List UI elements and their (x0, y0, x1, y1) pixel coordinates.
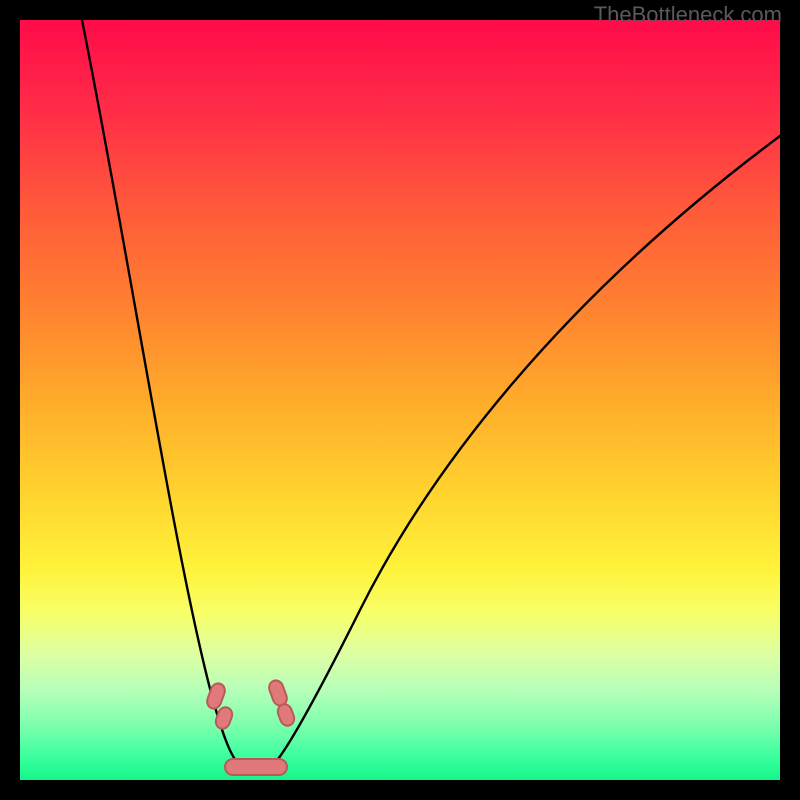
bottleneck-chart (0, 0, 800, 800)
watermark-text: TheBottleneck.com (594, 2, 782, 28)
chart-stage: TheBottleneck.com (0, 0, 800, 800)
gradient-panel (20, 20, 780, 780)
marker-4 (225, 759, 287, 775)
